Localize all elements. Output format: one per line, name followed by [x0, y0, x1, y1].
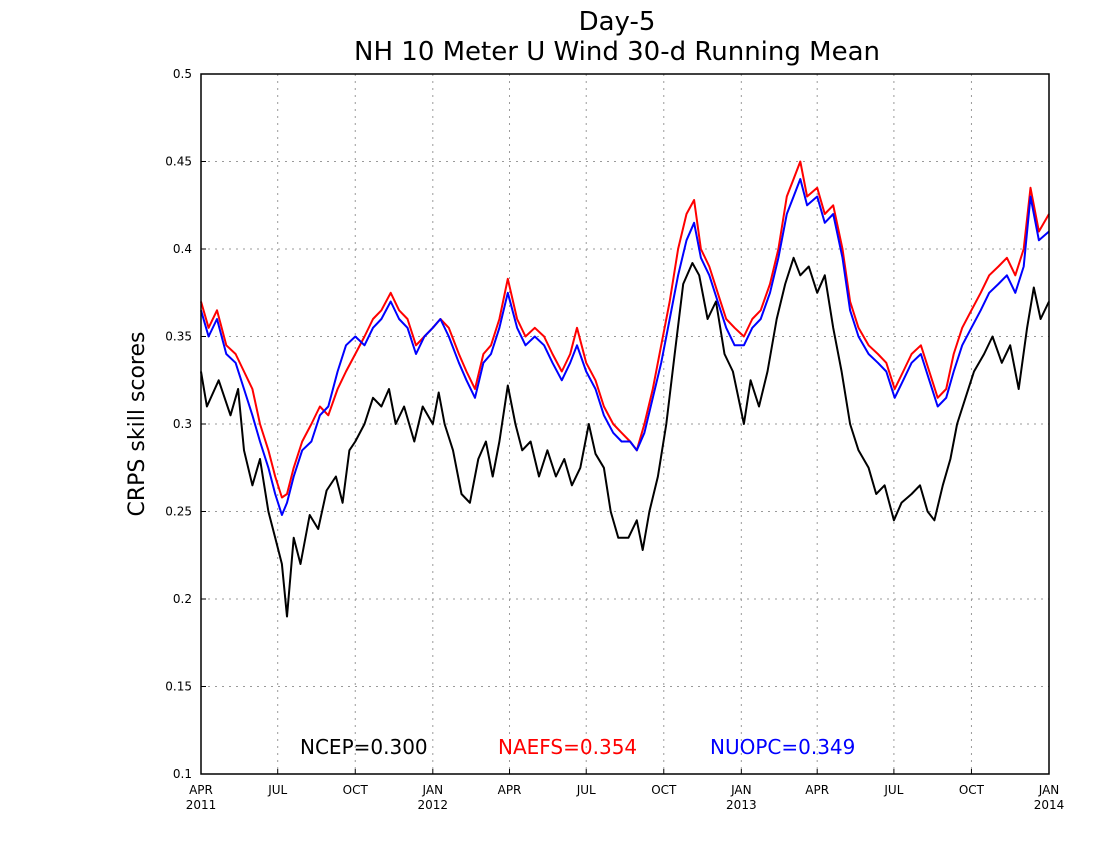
x-tick-label: OCT: [343, 783, 369, 797]
y-tick-label: 0.1: [173, 767, 192, 781]
x-tick-label: JUL: [576, 783, 596, 797]
y-tick-label: 0.3: [173, 417, 192, 431]
y-tick-label: 0.35: [165, 330, 192, 344]
y-tick-label: 0.2: [173, 592, 192, 606]
x-tick-label: JUL: [267, 783, 287, 797]
chart-subtitle: NH 10 Meter U Wind 30-d Running Mean: [354, 37, 880, 67]
series-layer: [200, 160, 1050, 618]
y-tick-label: 0.25: [165, 505, 192, 519]
legend-item-naefs: NAEFS=0.354: [498, 735, 637, 759]
y-tick-label: 0.5: [173, 67, 192, 81]
x-tick-year-label: 2012: [418, 798, 449, 812]
legend-item-ncep: NCEP=0.300: [300, 735, 428, 759]
x-tick-year-label: 2013: [726, 798, 757, 812]
y-tick-label: 0.4: [173, 242, 192, 256]
x-tick-label: APR: [805, 783, 829, 797]
legend-item-nuopc: NUOPC=0.349: [710, 735, 855, 759]
x-tick-year-label: 2014: [1034, 798, 1065, 812]
x-tick-label: JAN: [422, 783, 444, 797]
series-line-naefs: [200, 160, 1050, 499]
y-axis: 0.1 0.15 0.2 0.25 0.3 0.35 0.4 0.45 0.5: [165, 67, 206, 781]
legend: NCEP=0.300 NAEFS=0.354 NUOPC=0.349: [300, 735, 855, 759]
y-axis-label: CRPS skill scores: [125, 332, 150, 517]
x-tick-label: OCT: [651, 783, 677, 797]
x-tick-label: JAN: [730, 783, 752, 797]
x-tick-label: JUL: [883, 783, 903, 797]
grid-lines: [201, 74, 1049, 774]
x-tick-label: OCT: [959, 783, 985, 797]
chart-title: Day-5: [579, 7, 656, 37]
x-tick-label: APR: [189, 783, 213, 797]
y-tick-label: 0.45: [165, 155, 192, 169]
y-tick-label: 0.15: [165, 680, 192, 694]
x-tick-label: JAN: [1038, 783, 1060, 797]
x-tick-label: APR: [498, 783, 522, 797]
series-line-ncep: [200, 256, 1050, 618]
x-tick-year-label: 2011: [186, 798, 217, 812]
series-line-nuopc: [200, 178, 1050, 516]
